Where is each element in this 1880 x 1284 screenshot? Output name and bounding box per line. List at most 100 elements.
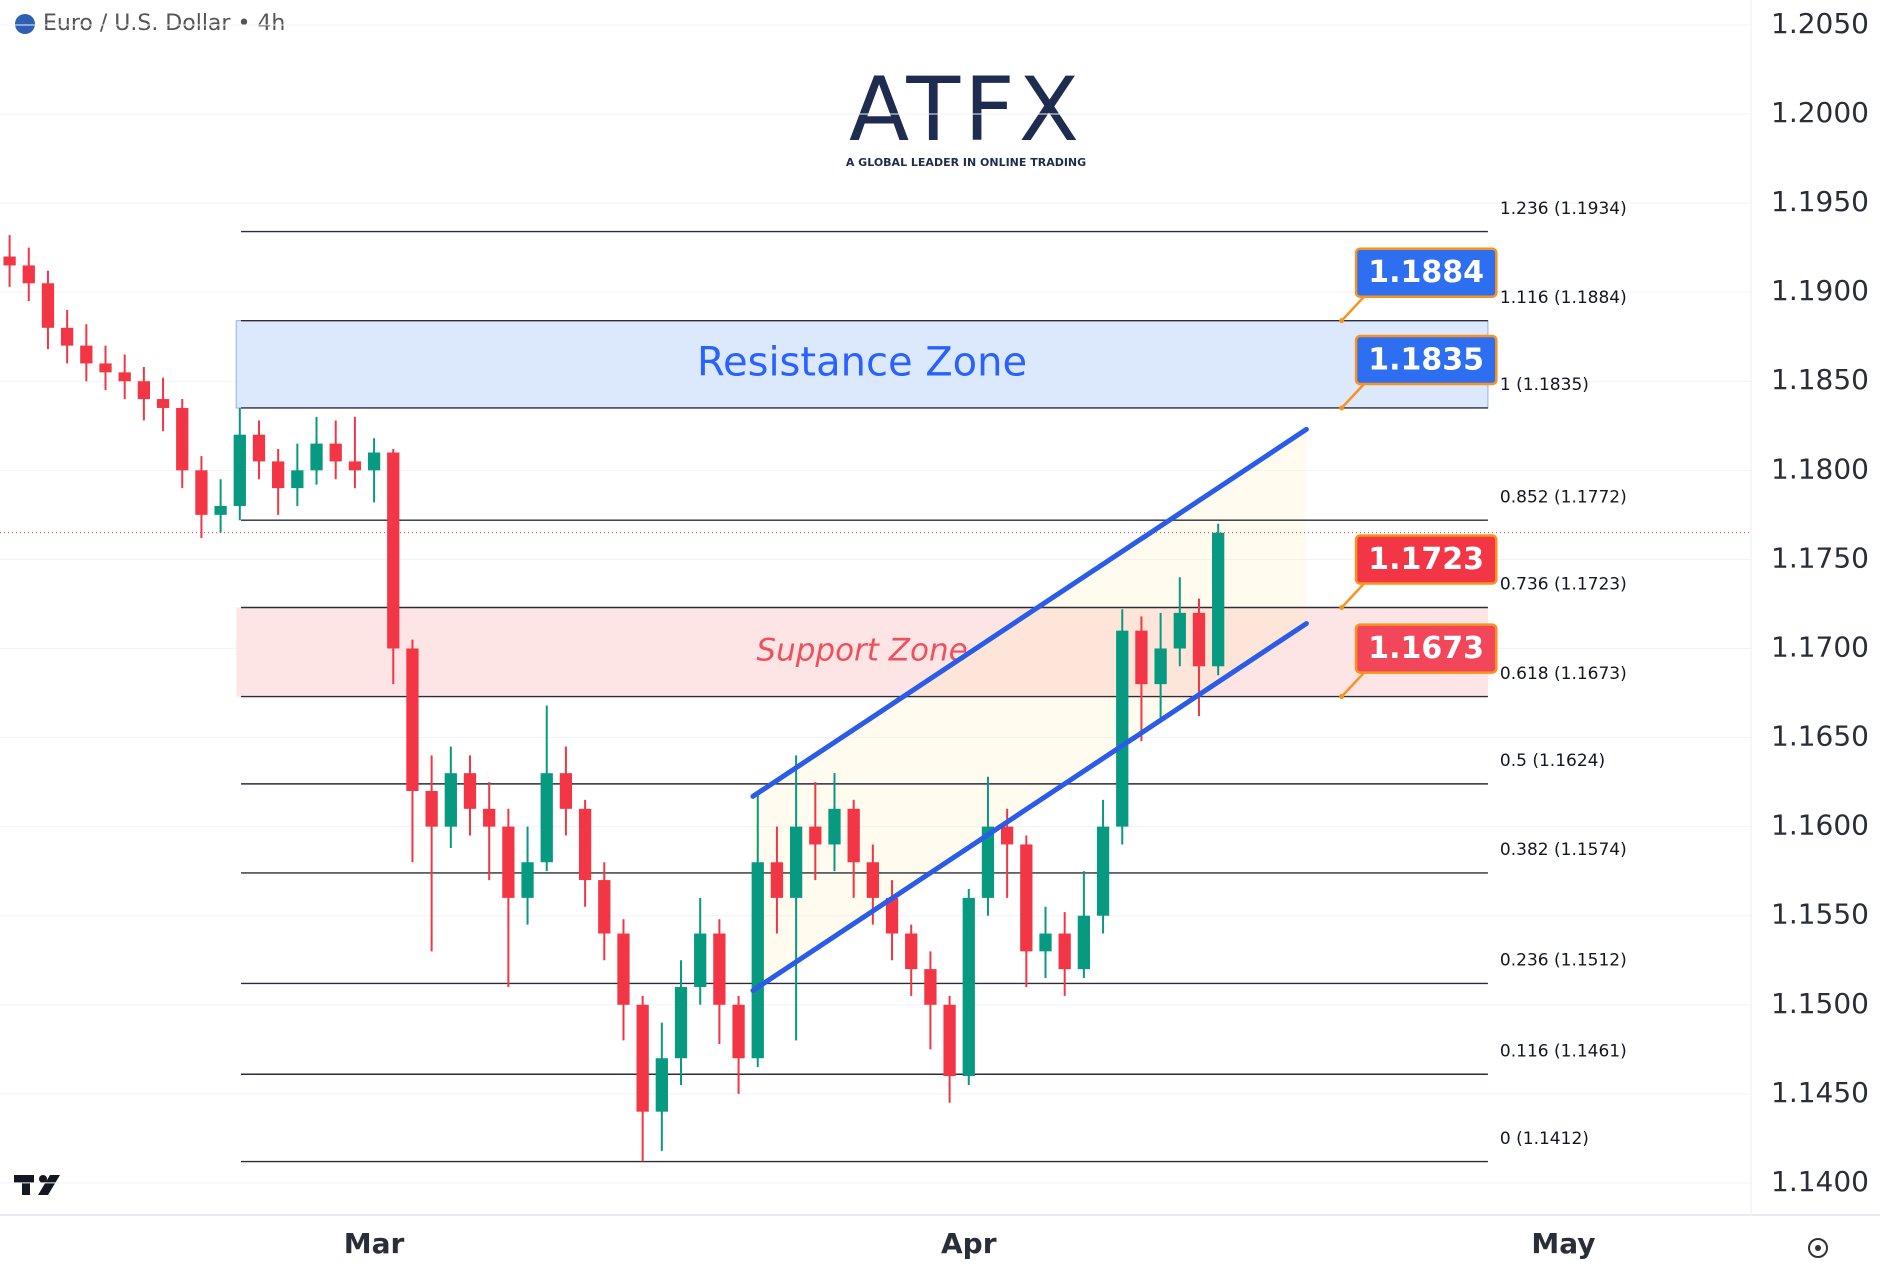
fib-label: 0 (1.1412) [1500,1129,1589,1149]
candle-body [751,862,764,1059]
candle-body [425,790,438,827]
callout-anchor [1339,605,1345,610]
candle-body [905,933,918,970]
candle-body [674,986,688,1059]
fib-label: 0.236 (1.1512) [1500,951,1627,971]
candle-body [406,648,419,791]
candle-body [1212,532,1225,667]
chart-title: Euro / U.S. Dollar • 4h [43,11,285,36]
candle-body [1001,826,1014,845]
candle-body [483,808,496,827]
candle-body [885,897,899,934]
candle-body [310,443,323,471]
candle-body [924,969,937,1005]
candle-body [252,434,266,462]
candle-body [866,862,879,898]
settings-icon-dot [1815,1245,1821,1251]
fib-label: 0.382 (1.1574) [1500,840,1627,860]
candle-body [387,452,400,649]
candle-body [1020,844,1033,952]
candle-body [1058,933,1071,970]
candle-body [655,1058,668,1112]
candle-body [559,773,573,809]
candle-body [137,381,151,400]
candle-body [1135,630,1148,685]
callout-pointer [1340,295,1365,322]
fib-label: 1.236 (1.1934) [1500,199,1627,219]
candle-body [943,1004,956,1077]
candle-body [1096,826,1110,916]
candle-body [809,826,822,845]
candle-body [694,933,707,987]
candle-body [176,407,189,471]
x-tick-label: Apr [941,1227,997,1260]
candle-body [578,808,592,881]
candle-body [233,434,246,506]
candle-body [981,826,995,898]
fib-label: 0.852 (1.1772) [1500,487,1627,507]
y-tick-label: 1.1500 [1771,987,1869,1020]
candle-body [521,862,534,898]
callout-pointer [1340,671,1365,698]
y-tick-label: 1.1600 [1771,809,1869,842]
y-tick-label: 1.1400 [1771,1165,1869,1198]
fib-label: 0.736 (1.1723) [1500,575,1627,595]
candle-body [41,283,55,328]
callout-box [1354,247,1498,298]
channel-fill [752,429,1307,991]
callout-label: 1.1673 [1368,631,1484,666]
candle-body [636,1004,649,1112]
x-tick-label: Mar [344,1227,405,1260]
zone-label: Support Zone [756,633,967,669]
zone-label: Resistance Zone [697,339,1027,385]
candle-body [962,897,975,1077]
callout-label: 1.1835 [1368,343,1484,378]
callout-anchor [1339,318,1345,324]
candle-body [463,773,477,809]
candle-body [617,933,630,1005]
candle-body [828,808,841,845]
candle-body [367,452,381,471]
candle-body [291,470,304,489]
y-tick-label: 1.1850 [1771,363,1869,396]
tv-logo [14,1175,60,1195]
candle-body [598,880,611,934]
y-tick-label: 1.1650 [1771,720,1869,753]
y-tick-label: 1.2050 [1771,7,1869,40]
symbol-icon [15,14,35,34]
fib-label: 0.116 (1.1461) [1500,1041,1627,1061]
candle-body [713,933,726,1005]
candle-body [156,399,170,408]
callout-box [1354,334,1498,386]
candle-body [1039,933,1052,952]
candle-body [329,443,342,462]
y-tick-label: 1.1700 [1771,630,1869,663]
candle-body [1116,630,1129,827]
candle-body [22,265,35,284]
callout-box [1354,534,1498,585]
logo: ATFX [849,58,1083,161]
y-tick-label: 1.1950 [1771,185,1869,218]
candle-body [1192,612,1206,667]
fib-label: 1 (1.1835) [1500,375,1589,395]
candle-body [61,327,74,346]
y-tick-label: 1.2000 [1771,96,1869,129]
candle-body [502,826,515,898]
y-tick-label: 1.1550 [1771,898,1869,931]
candle-body [732,1004,745,1059]
fib-label: 0.618 (1.1673) [1500,664,1627,684]
candle-body [118,372,131,382]
candle-body [214,505,227,515]
trendline [750,621,1309,994]
candle-body [1173,612,1186,649]
fib-label: 0.5 (1.1624) [1500,751,1605,771]
y-tick-label: 1.1750 [1771,541,1869,574]
candle-body [540,773,553,863]
settings-icon[interactable] [1808,1238,1828,1258]
x-tick-label: May [1531,1227,1595,1260]
candle-body [847,808,860,863]
candle-body [99,363,112,373]
candle-body [272,461,285,489]
candle-body [195,470,208,515]
